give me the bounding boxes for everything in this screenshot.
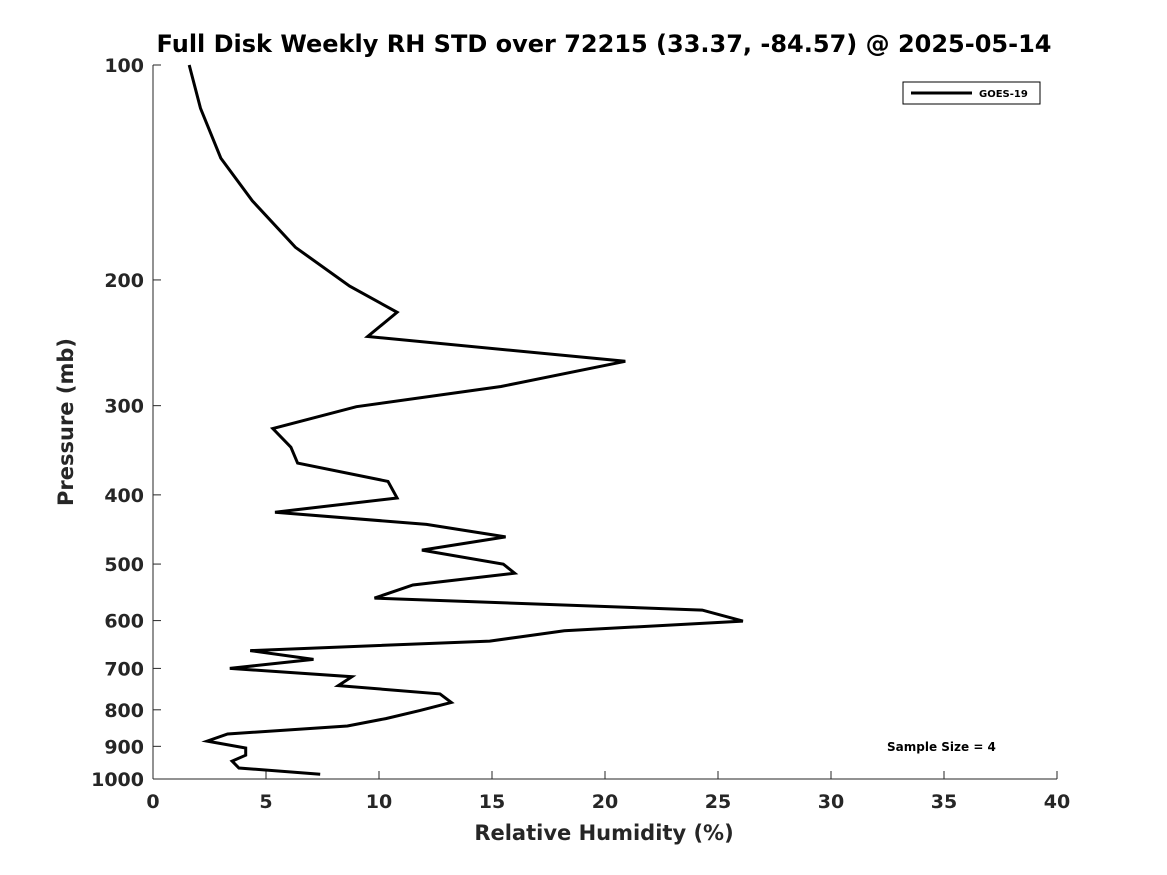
series-line-goes-19 — [187, 64, 744, 776]
x-tick-label: 10 — [366, 791, 392, 813]
sample-size-annotation: Sample Size = 4 — [887, 740, 996, 754]
x-tick-label: 20 — [592, 791, 618, 813]
y-tick-label: 400 — [104, 485, 144, 507]
x-tick-label: 40 — [1044, 791, 1070, 813]
x-tick-label: 30 — [818, 791, 844, 813]
y-axis-ticks: 100 200 300 400 500 600 700 800 900 1000 — [91, 55, 161, 791]
y-tick-label: 900 — [104, 736, 144, 758]
y-tick-label: 200 — [104, 270, 144, 292]
x-tick-label: 5 — [259, 791, 272, 813]
chart-title: Full Disk Weekly RH STD over 72215 (33.3… — [157, 30, 1052, 58]
y-axis-label: Pressure (mb) — [54, 338, 78, 506]
x-tick-label: 25 — [705, 791, 731, 813]
x-tick-label: 0 — [146, 791, 159, 813]
y-tick-label: 800 — [104, 700, 144, 722]
legend-label: GOES-19 — [979, 89, 1028, 100]
legend: GOES-19 — [902, 81, 1041, 105]
y-tick-label: 1000 — [91, 769, 144, 791]
y-tick-label: 600 — [104, 611, 144, 633]
x-axis-ticks: 0 5 10 15 20 25 30 35 40 — [146, 771, 1070, 813]
y-tick-label: 100 — [104, 55, 144, 77]
x-axis-label: Relative Humidity (%) — [474, 821, 733, 845]
x-tick-label: 15 — [479, 791, 505, 813]
y-tick-label: 700 — [104, 658, 144, 680]
y-tick-label: 300 — [104, 396, 144, 418]
x-tick-label: 35 — [931, 791, 957, 813]
y-tick-label: 500 — [104, 554, 144, 576]
series-layer — [187, 64, 744, 776]
